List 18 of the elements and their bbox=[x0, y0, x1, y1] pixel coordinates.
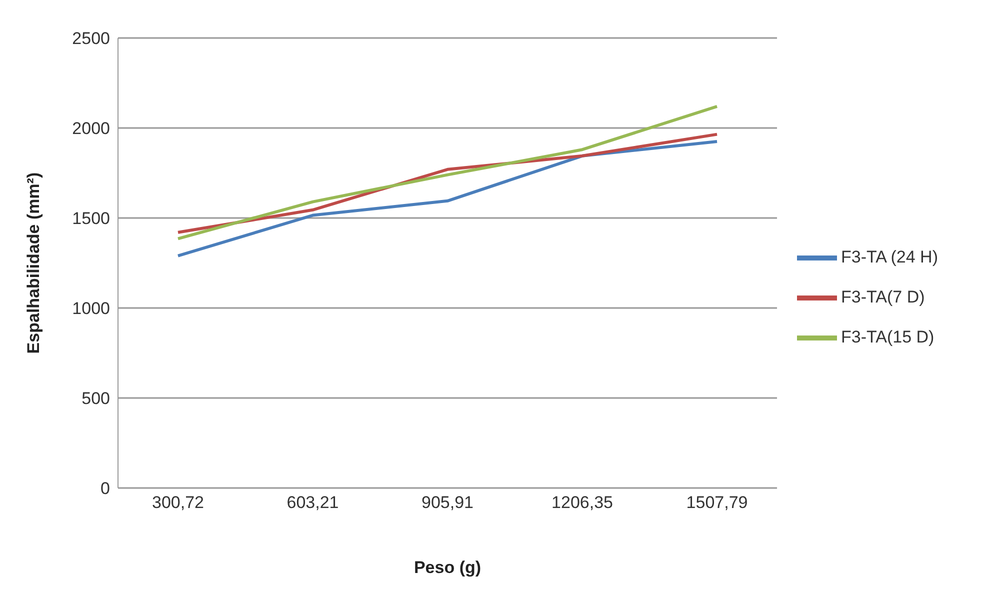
y-tick-label: 2500 bbox=[72, 29, 110, 48]
line-series bbox=[176, 104, 719, 240]
x-tick-label: 1206,35 bbox=[552, 493, 613, 512]
y-axis-title: Espalhabilidade (mm²) bbox=[24, 172, 44, 354]
y-tick-label: 1000 bbox=[72, 299, 110, 318]
x-tick-label: 905,91 bbox=[422, 493, 474, 512]
x-tick-label: 603,21 bbox=[286, 493, 339, 512]
y-tick-label: 0 bbox=[100, 479, 110, 498]
y-tick-label: 500 bbox=[82, 389, 110, 408]
legend-label: F3-TA(15 D) bbox=[841, 327, 934, 346]
x-tick-label: 1507,79 bbox=[686, 493, 748, 512]
x-tick-label: 300,72 bbox=[152, 493, 204, 512]
line-series bbox=[176, 140, 719, 258]
x-axis-title: Peso (g) bbox=[414, 558, 482, 577]
y-tick-label: 1500 bbox=[72, 209, 110, 228]
y-tick-label: 2000 bbox=[72, 119, 110, 138]
legend-label: F3-TA(7 D) bbox=[841, 287, 925, 306]
legend-label: F3-TA (24 H) bbox=[841, 247, 938, 266]
